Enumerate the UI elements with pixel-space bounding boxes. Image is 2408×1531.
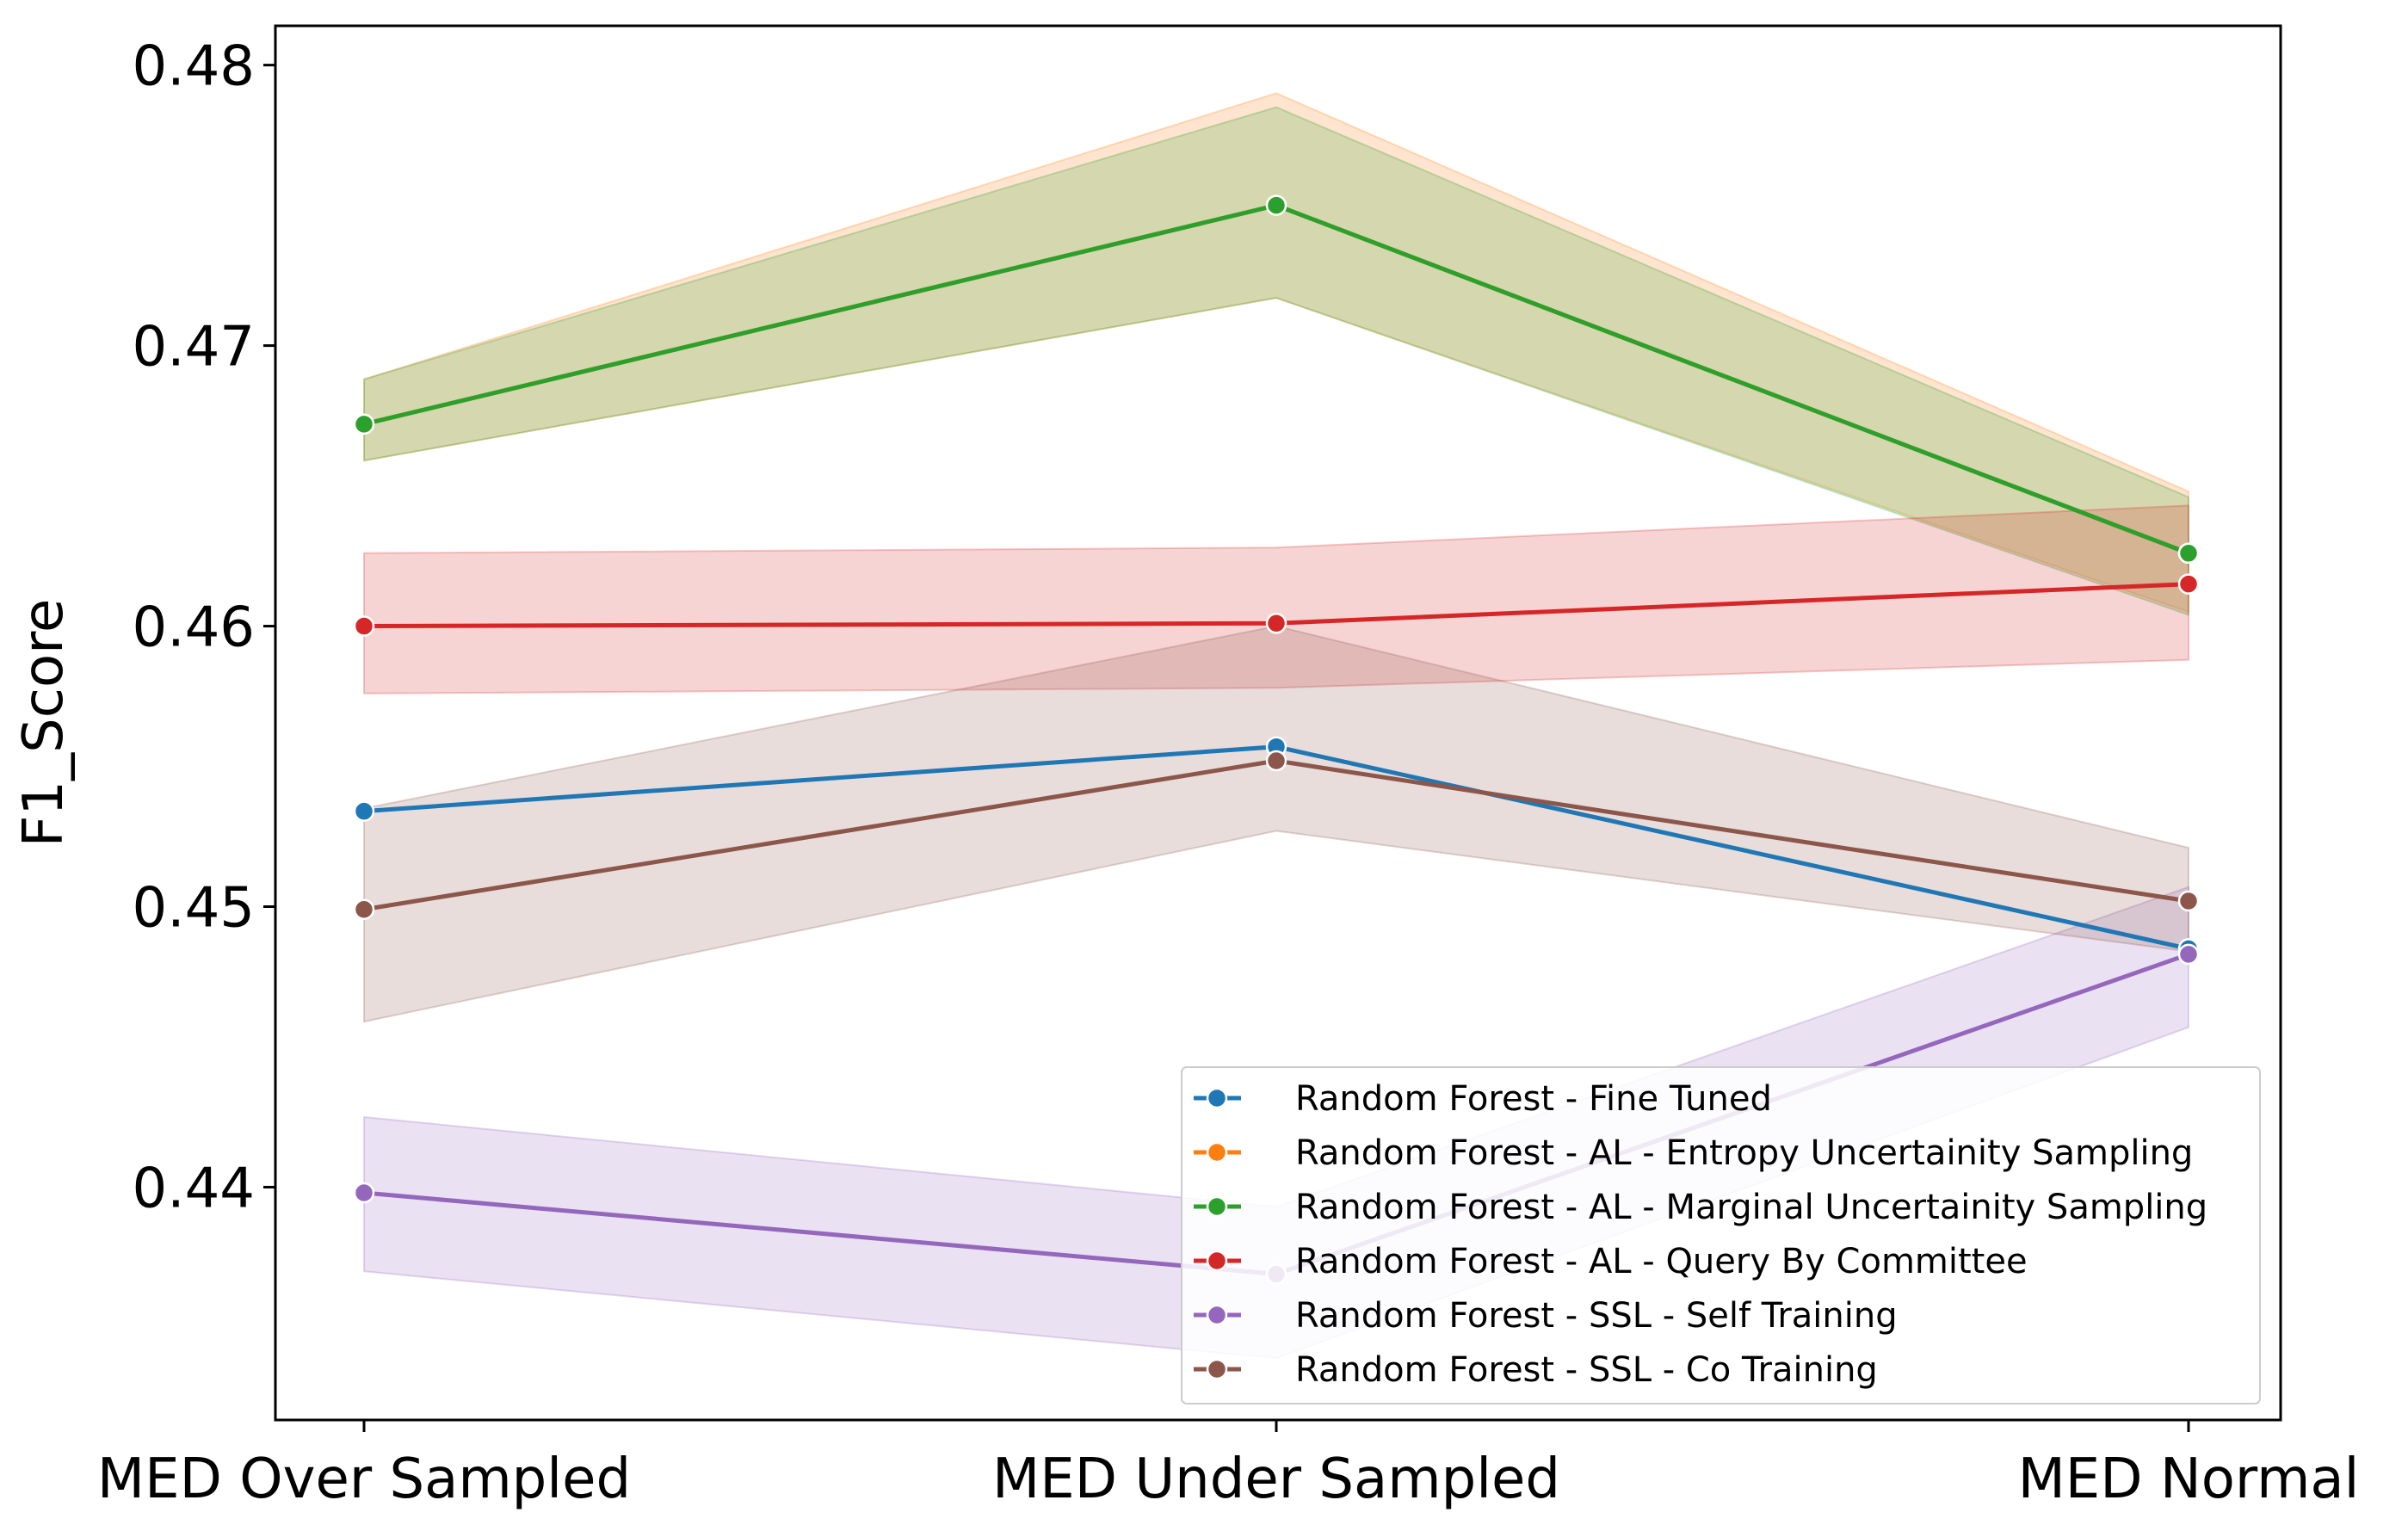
data-point-random-forest-al-marginal-uncertainity-sampling-1	[353, 413, 375, 435]
y-tick-label: 0.45	[133, 877, 256, 941]
y-tick-label: 0.44	[133, 1157, 256, 1220]
legend-entry-label: Random Forest - Fine Tuned	[1295, 1079, 1772, 1119]
data-point-random-forest-ssl-co-training-1	[353, 898, 375, 921]
legend-entry-label: Random Forest - SSL - Co Training	[1295, 1350, 1878, 1390]
data-point-random-forest-ssl-co-training-3	[2177, 890, 2200, 912]
legend-entry-label: Random Forest - AL - Query By Committee	[1295, 1242, 2028, 1281]
legend-swatch-marker	[1206, 1195, 1228, 1218]
x-tick-label: MED Under Sampled	[992, 1448, 1560, 1511]
data-point-random-forest-al-marginal-uncertainity-sampling-2	[1265, 194, 1287, 216]
confidence-band-random-forest-al-query-by-committee	[363, 504, 2189, 695]
y-axis-label: F1_Score	[12, 599, 76, 848]
x-axis: MED Over Sampled MED Under Sampled MED Nor…	[97, 1420, 2360, 1511]
data-point-random-forest-ssl-co-training-2	[1265, 750, 1287, 772]
x-tick-label: MED Over Sampled	[97, 1448, 631, 1511]
legend-entry-label: Random Forest - AL - Marginal Uncertaini…	[1295, 1188, 2207, 1227]
legend-swatch-marker	[1206, 1358, 1228, 1380]
y-axis: 0.44 0.45 0.46 0.47 0.48	[133, 35, 275, 1220]
data-point-random-forest-al-query-by-committee-1	[353, 615, 375, 637]
legend: Random Forest - Fine Tuned Random Forest …	[1181, 1066, 2261, 1404]
legend-swatch-marker	[1206, 1141, 1228, 1164]
legend-box	[1181, 1066, 2261, 1404]
y-tick-label: 0.47	[133, 316, 256, 380]
data-point-random-forest-fine-tuned-1	[353, 800, 375, 822]
x-tick-label: MED Normal	[2018, 1448, 2360, 1511]
legend-swatch-marker	[1206, 1304, 1228, 1326]
data-point-random-forest-al-marginal-uncertainity-sampling-3	[2177, 542, 2200, 565]
data-point-random-forest-ssl-self-training-1	[353, 1182, 375, 1204]
legend-entry-label: Random Forest - SSL - Self Training	[1295, 1296, 1898, 1336]
y-tick-label: 0.46	[133, 596, 256, 660]
y-tick-label: 0.48	[133, 35, 256, 99]
legend-swatch-marker	[1206, 1087, 1228, 1109]
data-point-random-forest-al-query-by-committee-2	[1265, 613, 1287, 634]
legend-swatch-marker	[1206, 1250, 1228, 1272]
legend-entry-label: Random Forest - AL - Entropy Uncertainit…	[1295, 1133, 2193, 1173]
data-point-random-forest-ssl-self-training-3	[2177, 943, 2200, 966]
plot-frame	[274, 24, 2282, 1422]
data-point-random-forest-al-query-by-committee-3	[2177, 573, 2200, 595]
